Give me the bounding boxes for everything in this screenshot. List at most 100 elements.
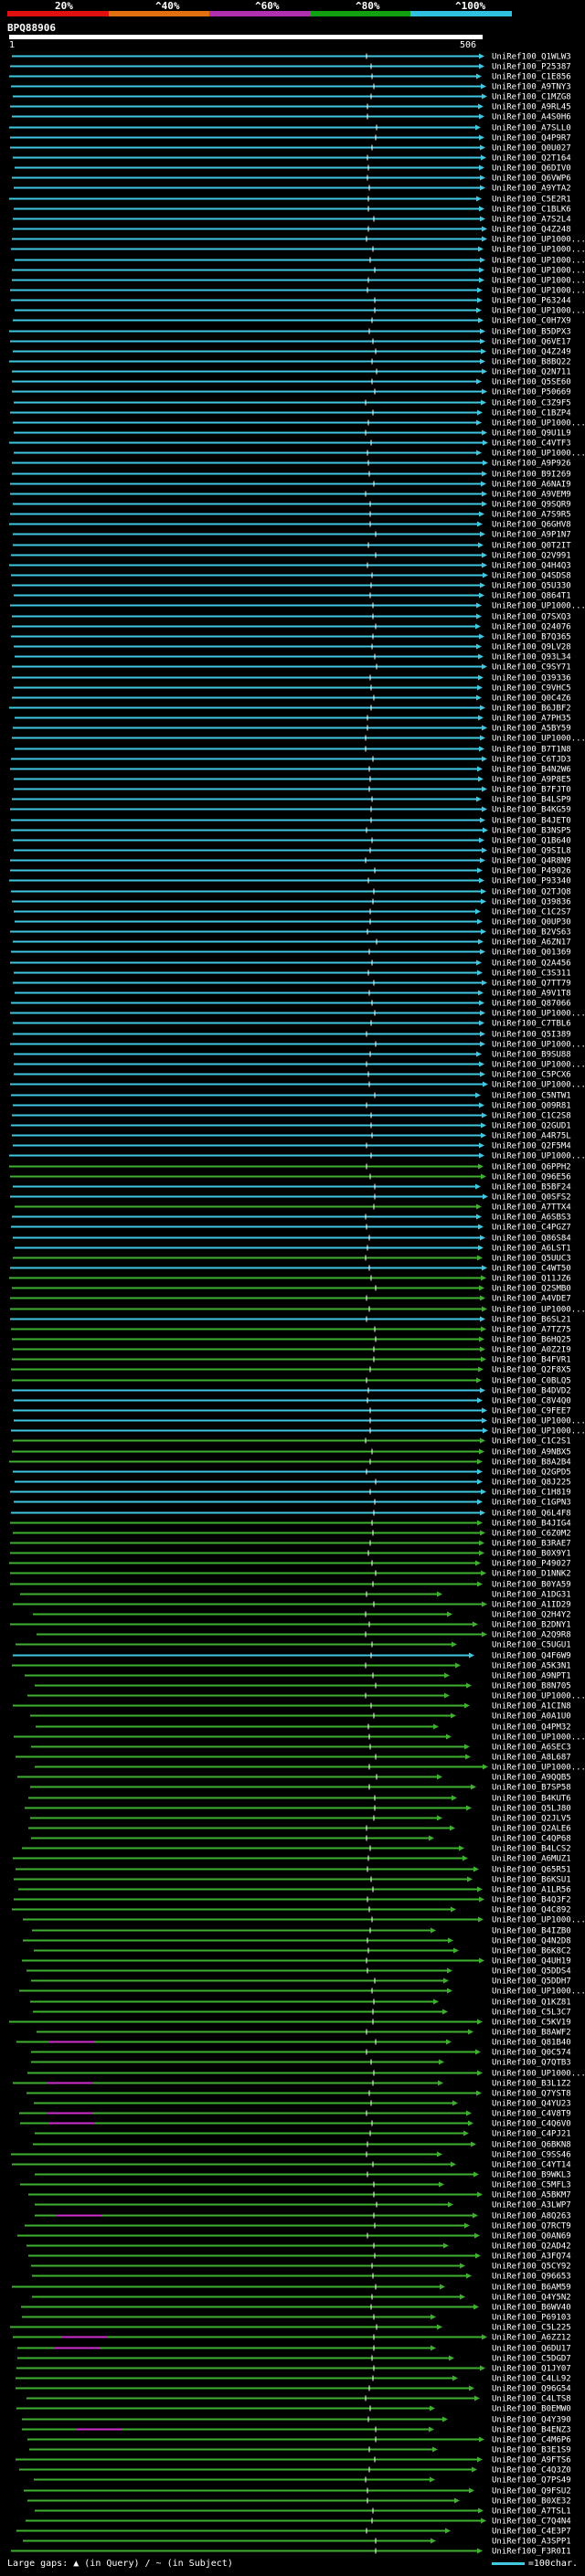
hit-row[interactable]: UniRef100_C5PCX6 bbox=[14, 1071, 571, 1080]
hit-row[interactable]: UniRef100_C5KV19 bbox=[9, 2019, 571, 2028]
hit-row[interactable]: UniRef100_C4YT14 bbox=[12, 2161, 571, 2170]
hit-row[interactable]: UniRef100_B6KSU1 bbox=[14, 1876, 571, 1885]
hit-row[interactable]: UniRef100_B2DNY1 bbox=[10, 1621, 571, 1630]
hit-row[interactable]: UniRef100_Q6DIV0 bbox=[15, 164, 571, 174]
hit-row[interactable]: UniRef100_UP1000... bbox=[35, 1764, 585, 1773]
hit-row[interactable]: UniRef100_C8V4Q0 bbox=[14, 1397, 571, 1406]
hit-row[interactable]: UniRef100_C4PGZ7 bbox=[11, 1224, 571, 1233]
hit-row[interactable]: UniRef100_Q93L34 bbox=[15, 653, 571, 663]
hit-row[interactable]: UniRef100_C5DGD7 bbox=[17, 2355, 571, 2364]
hit-row[interactable]: UniRef100_Q9U1L9 bbox=[14, 429, 571, 439]
hit-row[interactable]: UniRef100_Q2SMB0 bbox=[12, 1285, 571, 1294]
hit-row[interactable]: UniRef100_C1GPN3 bbox=[14, 1499, 571, 1508]
hit-row[interactable]: UniRef100_Q7SXQ3 bbox=[12, 613, 571, 622]
hit-row[interactable]: UniRef100_Q7YST8 bbox=[27, 2090, 571, 2099]
hit-row[interactable]: UniRef100_Q0C4Z6 bbox=[12, 694, 571, 704]
hit-row[interactable]: UniRef100_B6AM59 bbox=[12, 2284, 571, 2293]
hit-row[interactable]: UniRef100_C4Q6V0 bbox=[20, 2120, 571, 2129]
hit-row[interactable]: UniRef100_Q9SIL8 bbox=[14, 847, 571, 856]
hit-row[interactable]: UniRef100_B6K8C2 bbox=[34, 1947, 571, 1956]
hit-row[interactable]: UniRef100_Q1JY07 bbox=[16, 2365, 571, 2374]
hit-row[interactable]: UniRef100_C1BZP4 bbox=[10, 409, 571, 419]
hit-row[interactable]: UniRef100_B4JET0 bbox=[11, 817, 571, 826]
hit-row[interactable]: UniRef100_Q39836 bbox=[12, 898, 571, 907]
hit-row[interactable]: UniRef100_Q6DU17 bbox=[17, 2345, 571, 2354]
hit-row[interactable]: UniRef100_Q4F6W9 bbox=[13, 1652, 571, 1661]
hit-row[interactable]: UniRef100_A9P926 bbox=[12, 460, 571, 469]
hit-row[interactable]: UniRef100_A9VEM9 bbox=[10, 491, 571, 500]
hit-row[interactable]: UniRef100_A9P8E5 bbox=[14, 776, 571, 785]
hit-row[interactable]: UniRef100_UP1000... bbox=[10, 1041, 585, 1050]
hit-row[interactable]: UniRef100_Q7TT79 bbox=[13, 980, 571, 989]
hit-row[interactable]: UniRef100_Q6PPH2 bbox=[9, 1163, 571, 1172]
hit-row[interactable]: UniRef100_B7SP58 bbox=[30, 1784, 571, 1793]
hit-row[interactable]: UniRef100_C4QP68 bbox=[31, 1835, 571, 1844]
hit-row[interactable]: UniRef100_Q4Y5N2 bbox=[32, 2294, 571, 2303]
hit-row[interactable]: UniRef100_A7PH35 bbox=[15, 715, 571, 724]
hit-row[interactable]: UniRef100_B4Q3F2 bbox=[14, 1896, 571, 1905]
hit-row[interactable]: UniRef100_Q96G54 bbox=[16, 2385, 571, 2394]
hit-row[interactable]: UniRef100_P25387 bbox=[10, 63, 571, 72]
hit-row[interactable]: UniRef100_C3S311 bbox=[14, 970, 571, 979]
hit-row[interactable]: UniRef100_Q7QTB3 bbox=[31, 2059, 571, 2068]
hit-row[interactable]: UniRef100_Q96653 bbox=[32, 2273, 571, 2282]
hit-row[interactable]: UniRef100_B0XE32 bbox=[27, 2497, 571, 2507]
hit-row[interactable]: UniRef100_Q2AD42 bbox=[27, 2242, 571, 2252]
hit-row[interactable]: UniRef100_Q2H4Y2 bbox=[33, 1611, 571, 1620]
hit-row[interactable]: UniRef100_Q2T164 bbox=[13, 154, 571, 164]
hit-row[interactable]: UniRef100_C9VHC5 bbox=[14, 684, 571, 694]
hit-row[interactable]: UniRef100_A5BY59 bbox=[13, 725, 571, 734]
hit-row[interactable]: UniRef100_A4VDE7 bbox=[10, 1295, 571, 1304]
hit-row[interactable]: UniRef100_A3FQ74 bbox=[28, 2253, 571, 2262]
hit-row[interactable]: UniRef100_C5MFL3 bbox=[20, 2181, 571, 2190]
hit-row[interactable]: UniRef100_UP1000... bbox=[15, 307, 585, 316]
hit-row[interactable]: UniRef100_C1C2S1 bbox=[13, 1437, 571, 1447]
hit-row[interactable]: UniRef100_A7TZ75 bbox=[11, 1326, 571, 1335]
hit-row[interactable]: UniRef100_B0YA59 bbox=[10, 1581, 571, 1590]
hit-row[interactable]: UniRef100_Q39336 bbox=[12, 674, 571, 684]
hit-row[interactable]: UniRef100_Q09R81 bbox=[13, 1102, 571, 1111]
hit-row[interactable]: UniRef100_Q5U330 bbox=[12, 582, 571, 591]
hit-row[interactable]: UniRef100_Q2N711 bbox=[12, 368, 571, 377]
hit-row[interactable]: UniRef100_A9FTS6 bbox=[16, 2456, 571, 2465]
hit-row[interactable]: UniRef100_Q2ALE6 bbox=[28, 1825, 571, 1834]
hit-row[interactable]: UniRef100_B4JIG4 bbox=[10, 1520, 571, 1529]
hit-row[interactable]: UniRef100_C1MZG8 bbox=[13, 93, 571, 102]
hit-row[interactable]: UniRef100_B4ENZ3 bbox=[22, 2426, 571, 2435]
hit-row[interactable]: UniRef100_P49026 bbox=[10, 867, 571, 876]
hit-row[interactable]: UniRef100_Q2TJQ8 bbox=[11, 888, 571, 897]
hit-row[interactable]: UniRef100_Q4Z248 bbox=[13, 226, 571, 235]
hit-row[interactable]: UniRef100_C5UGU1 bbox=[16, 1641, 571, 1650]
hit-row[interactable]: UniRef100_A9NBX5 bbox=[12, 1448, 571, 1458]
hit-row[interactable]: UniRef100_C1BLK6 bbox=[14, 206, 571, 215]
hit-row[interactable]: UniRef100_Q4N2D8 bbox=[23, 1937, 571, 1946]
hit-row[interactable]: UniRef100_A6SEC3 bbox=[31, 1744, 571, 1753]
hit-row[interactable]: UniRef100_A4S0H6 bbox=[12, 113, 571, 122]
hit-row[interactable]: UniRef100_UP1000... bbox=[10, 602, 585, 611]
hit-row[interactable]: UniRef100_Q0T2IT bbox=[13, 542, 571, 551]
hit-row[interactable]: UniRef100_Q5UUC3 bbox=[13, 1255, 571, 1264]
hit-row[interactable]: UniRef100_C9FEE7 bbox=[13, 1407, 571, 1416]
hit-row[interactable]: UniRef100_C4PJ21 bbox=[35, 2130, 571, 2139]
hit-row[interactable]: UniRef100_A9QQB5 bbox=[17, 1774, 571, 1783]
hit-row[interactable]: UniRef100_Q2F5M4 bbox=[13, 1142, 571, 1151]
hit-row[interactable]: UniRef100_C0H7X9 bbox=[13, 317, 571, 326]
hit-row[interactable]: UniRef100_C1H819 bbox=[10, 1489, 571, 1498]
hit-row[interactable]: UniRef100_UP1000... bbox=[12, 735, 585, 744]
hit-row[interactable]: UniRef100_Q1WLW3 bbox=[12, 53, 571, 62]
hit-row[interactable]: UniRef100_B4DVD2 bbox=[12, 1387, 571, 1396]
hit-row[interactable]: UniRef100_A9V1T8 bbox=[15, 990, 571, 999]
hit-row[interactable]: UniRef100_C1E856 bbox=[9, 73, 571, 82]
hit-row[interactable]: UniRef100_UP1000... bbox=[15, 257, 585, 266]
hit-row[interactable]: UniRef100_A7TSL1 bbox=[35, 2507, 571, 2517]
hit-row[interactable]: UniRef100_Q96E56 bbox=[10, 1173, 571, 1182]
hit-row[interactable]: UniRef100_Q0AN69 bbox=[17, 2232, 571, 2242]
hit-row[interactable]: UniRef100_C1C2S7 bbox=[14, 908, 571, 917]
hit-row[interactable]: UniRef100_B4KG59 bbox=[10, 806, 571, 815]
hit-row[interactable]: UniRef100_C4LL92 bbox=[16, 2375, 571, 2384]
hit-row[interactable]: UniRef100_B2VS63 bbox=[10, 928, 571, 938]
hit-row[interactable]: UniRef100_A7S9R5 bbox=[10, 511, 571, 520]
hit-row[interactable]: UniRef100_Q5I389 bbox=[13, 1031, 571, 1040]
hit-row[interactable]: UniRef100_Q4Y390 bbox=[22, 2416, 571, 2425]
hit-row[interactable]: UniRef100_Q0SFS2 bbox=[10, 1193, 571, 1203]
